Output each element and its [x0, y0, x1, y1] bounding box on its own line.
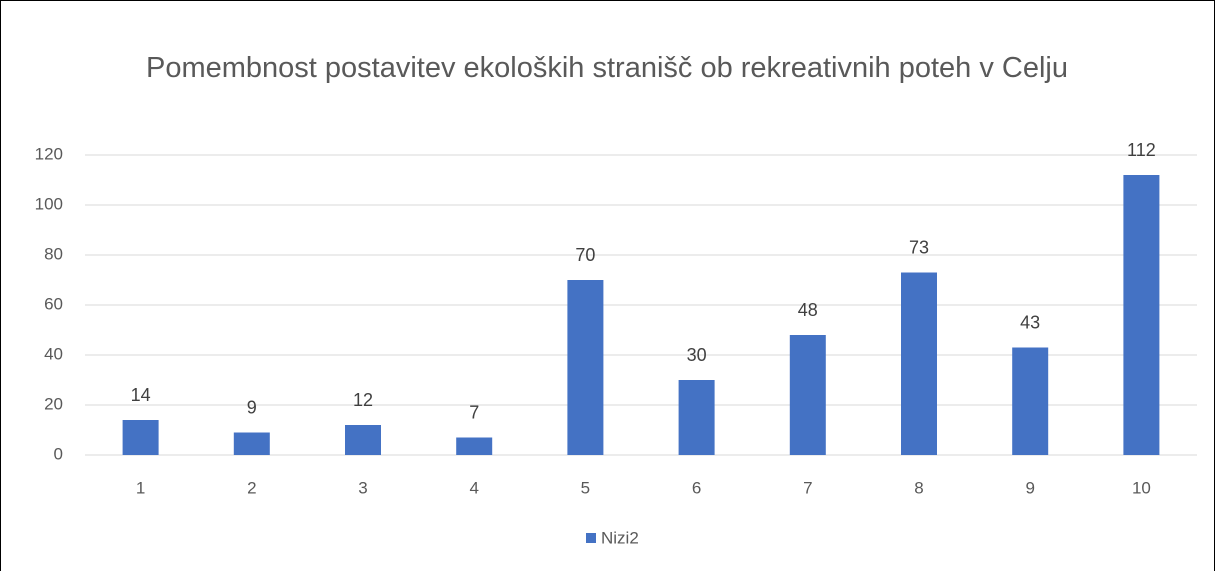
x-tick-label: 9 [1025, 478, 1034, 497]
bar [567, 280, 604, 455]
bar [233, 432, 270, 455]
x-tick-label: 2 [247, 478, 256, 497]
data-label: 48 [798, 300, 818, 320]
chart-title: Pomembnost postavitev ekoloških stranišč… [145, 52, 1068, 84]
data-label: 14 [131, 385, 151, 405]
y-tick-label: 100 [35, 194, 63, 213]
bar [456, 437, 493, 455]
x-tick-label: 5 [581, 478, 590, 497]
data-label: 9 [247, 397, 257, 417]
data-label: 30 [687, 345, 707, 365]
bar [901, 272, 937, 455]
legend-swatch [586, 533, 596, 543]
data-label: 12 [353, 390, 373, 410]
data-label: 43 [1020, 312, 1040, 332]
y-tick-label: 40 [44, 344, 63, 363]
bar [678, 380, 715, 455]
x-tick-label: 7 [803, 478, 812, 497]
x-tick-label: 4 [469, 478, 478, 497]
bar [1012, 347, 1049, 455]
y-tick-label: 0 [54, 444, 63, 463]
x-tick-label: 1 [136, 478, 145, 497]
x-tick-label: 8 [914, 478, 923, 497]
x-tick-label: 6 [692, 478, 701, 497]
data-label: 7 [469, 402, 479, 422]
data-label: 112 [1127, 140, 1156, 160]
y-tick-label: 60 [44, 294, 63, 313]
bar [789, 335, 826, 455]
legend-label: Nizi2 [601, 528, 639, 547]
y-tick-label: 80 [44, 244, 63, 263]
x-tick-label: 10 [1132, 478, 1151, 497]
data-label: 73 [909, 237, 929, 257]
data-label: 70 [575, 245, 595, 265]
x-tick-label: 3 [358, 478, 367, 497]
bar [345, 425, 381, 455]
y-tick-label: 20 [44, 394, 63, 413]
y-tick-label: 120 [35, 144, 63, 163]
bar [1123, 175, 1160, 455]
bar [122, 420, 159, 455]
